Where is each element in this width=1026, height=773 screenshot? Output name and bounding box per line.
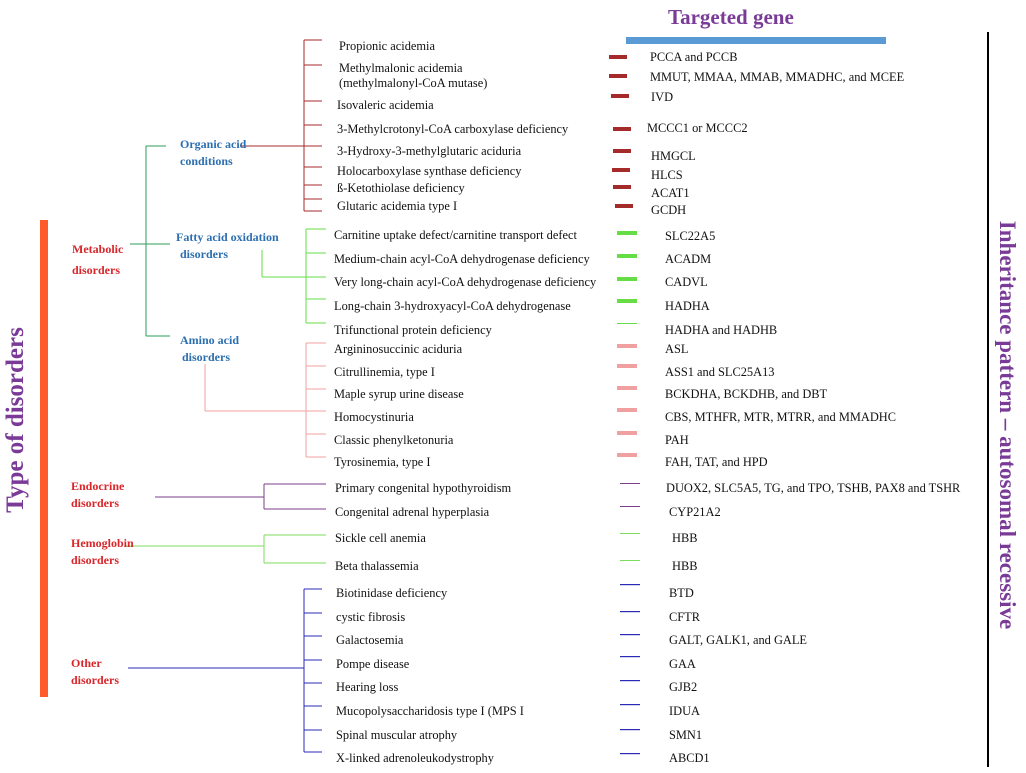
endocrine-bracket [155, 483, 326, 510]
disease-label: Homocystinuria [334, 410, 414, 424]
gene-label: ABCD1 [669, 751, 710, 765]
disease-label: Hearing loss [336, 680, 399, 694]
disease-label: Mucopolysaccharidosis type I (MPS I [336, 704, 524, 718]
subcategory-line: Fatty acid oxidation [176, 230, 279, 244]
subcategory-line: conditions [180, 154, 233, 168]
disease-label: ß-Ketothiolase deficiency [337, 181, 465, 195]
disease-label: Maple syrup urine disease [334, 387, 464, 401]
disease-label: Medium-chain acyl-CoA dehydrogenase defi… [334, 252, 590, 266]
gene-label: PAH [665, 433, 689, 447]
gene-label: GAA [669, 657, 696, 671]
disease-label: Propionic acidemia [339, 39, 435, 53]
type-of-disorders-title: Type of disorders [2, 327, 29, 513]
category-line: Metabolic [72, 242, 124, 256]
gene-label: GJB2 [669, 680, 698, 694]
targeted-gene-title: Targeted gene [668, 5, 794, 29]
subcategory-fatty: Fatty acid oxidation disorders [176, 229, 279, 263]
disease-label: Galactosemia [336, 633, 404, 647]
disease-label: Isovaleric acidemia [337, 98, 434, 112]
category-line: disorders [71, 673, 119, 687]
disease-label: Very long-chain acyl-CoA dehydrogenase d… [334, 275, 597, 289]
disease-label: (methylmalonyl-CoA mutase) [339, 76, 488, 90]
subcategory-organic: Organic acid conditions [180, 136, 246, 170]
amino-bracket [204, 342, 326, 458]
other-bracket [128, 588, 322, 753]
gene-label: PCCA and PCCB [650, 50, 738, 64]
organic-bracket [240, 39, 322, 212]
hemoglobin-bracket [125, 534, 326, 564]
subcategory-amino: Amino acid disorders [180, 332, 239, 366]
disease-label: 3-Hydroxy-3-methylglutaric aciduria [337, 144, 522, 158]
disease-label: Primary congenital hypothyroidism [335, 481, 512, 495]
gene-label: ACADM [665, 252, 712, 266]
disease-label: Classic phenylketonuria [334, 433, 454, 447]
targeted-gene-bar [626, 37, 886, 44]
gene-label: SLC22A5 [665, 229, 716, 243]
gene-label: HLCS [651, 168, 683, 182]
disease-label: Tyrosinemia, type I [334, 455, 431, 469]
category-endocrine: Endocrine disorders [71, 478, 124, 512]
disease-label: Holocarboxylase synthase deficiency [337, 164, 522, 178]
disease-label: Pompe disease [336, 657, 410, 671]
disease-label: Trifunctional protein deficiency [334, 323, 492, 337]
category-hemoglobin: Hemoglobin disorders [71, 535, 134, 569]
disease-label: Long-chain 3-hydroxyacyl-CoA dehydrogena… [334, 299, 571, 313]
gene-label: ACAT1 [651, 186, 690, 200]
gene-label: IDUA [669, 704, 700, 718]
gene-label: BCKDHA, BCKDHB, and DBT [665, 387, 828, 401]
subcategory-line: disorders [182, 350, 230, 364]
gene-label: CBS, MTHFR, MTR, MTRR, and MMADHC [665, 410, 896, 424]
gene-label: CYP21A2 [669, 505, 721, 519]
gene-label: MMUT, MMAA, MMAB, MMADHC, and MCEE [650, 70, 905, 84]
gene-markers [609, 55, 640, 755]
disease-label: Congenital adrenal hyperplasia [335, 505, 490, 519]
category-line: disorders [71, 553, 119, 567]
disease-label: X-linked adrenoleukodystrophy [336, 751, 494, 765]
disease-label: Spinal muscular atrophy [336, 728, 458, 742]
fatty-bracket [261, 228, 326, 324]
disease-label: Glutaric acidemia type I [337, 199, 458, 213]
gene-label: FAH, TAT, and HPD [665, 455, 768, 469]
gene-label: HADHA [665, 299, 710, 313]
gene-label: BTD [669, 586, 694, 600]
disease-label: Biotinidase deficiency [336, 586, 448, 600]
gene-label: CADVL [665, 275, 708, 289]
disease-label: Sickle cell anemia [335, 531, 426, 545]
gene-label: HMGCL [651, 149, 696, 163]
gene-label: SMN1 [669, 728, 703, 742]
gene-label: CFTR [669, 610, 700, 624]
gene-label: GCDH [651, 203, 687, 217]
category-line: Other [71, 656, 102, 670]
category-line: disorders [71, 496, 119, 510]
subcategory-line: disorders [180, 247, 228, 261]
disease-label: Carnitine uptake defect/carnitine transp… [334, 228, 577, 242]
gene-label: HADHA and HADHB [665, 323, 778, 337]
category-line: disorders [72, 263, 120, 277]
category-other: Other disorders [71, 655, 119, 689]
gene-label: GALT, GALK1, and GALE [669, 633, 807, 647]
gene-label: ASS1 and SLC25A13 [665, 365, 775, 379]
disease-label: Argininosuccinic aciduria [334, 342, 463, 356]
gene-label: MCCC1 or MCCC2 [647, 121, 748, 135]
subcategory-line: Organic acid [180, 137, 247, 151]
gene-label: ASL [665, 342, 689, 356]
metabolic-branch [130, 145, 170, 337]
gene-label: HBB [672, 559, 698, 573]
gene-label: HBB [672, 531, 698, 545]
disease-label: Beta thalassemia [335, 559, 419, 573]
gene-label: IVD [651, 90, 674, 104]
gene-label: DUOX2, SLC5A5, TG, and TPO, TSHB, PAX8 a… [666, 481, 961, 495]
inheritance-pattern-title: Inheritance pattern – autosomal recessiv… [995, 220, 1020, 630]
disease-label: Citrullinemia, type I [334, 365, 435, 379]
type-bar [40, 220, 48, 697]
category-line: Endocrine [71, 479, 125, 493]
category-line: Hemoglobin [71, 536, 134, 550]
disease-label: 3-Methylcrotonyl-CoA carboxylase deficie… [337, 122, 569, 136]
disease-label: cystic fibrosis [336, 610, 406, 624]
subcategory-line: Amino acid [180, 333, 240, 347]
category-metabolic: Metabolic disorders [72, 241, 123, 279]
disease-label: Methylmalonic acidemia [339, 61, 463, 75]
